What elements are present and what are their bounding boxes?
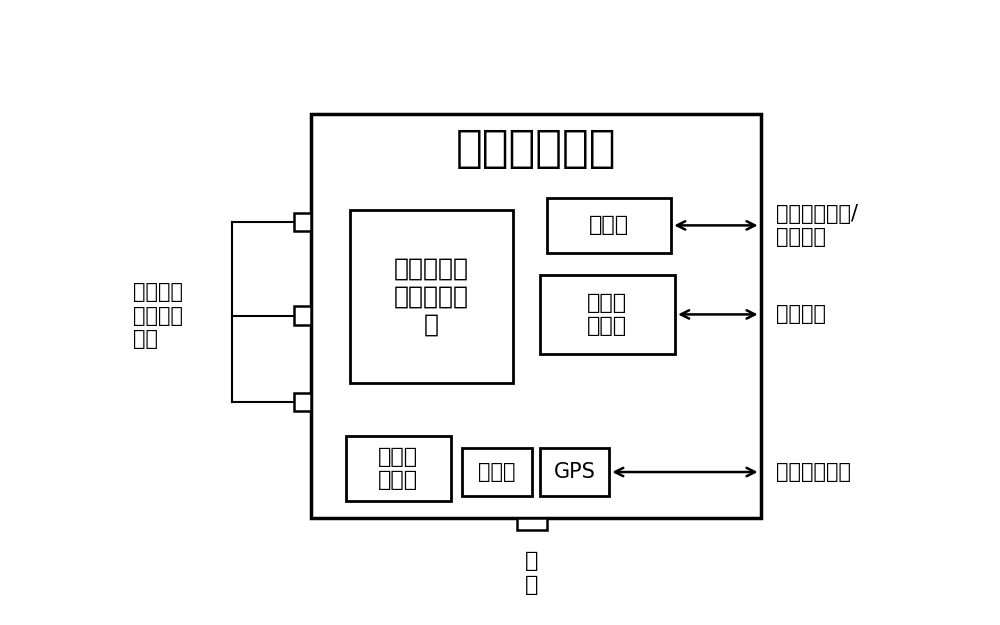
Bar xyxy=(311,114,761,518)
Text: 接超声波
或行波传
感器: 接超声波 或行波传 感器 xyxy=(133,282,183,349)
Bar xyxy=(294,213,311,231)
Text: GPS: GPS xyxy=(554,462,595,482)
Text: 市
电: 市 电 xyxy=(525,551,539,594)
Text: 时钟同步信息: 时钟同步信息 xyxy=(776,462,851,482)
Text: 锂电池: 锂电池 xyxy=(478,462,516,482)
Bar xyxy=(346,436,450,501)
Text: 信号采集单元: 信号采集单元 xyxy=(456,127,616,169)
Bar xyxy=(517,518,547,530)
Bar xyxy=(540,275,675,354)
Text: 传感器数据
采集处理模
块: 传感器数据 采集处理模 块 xyxy=(394,257,469,336)
Text: 光模块: 光模块 xyxy=(589,216,629,236)
Bar xyxy=(350,210,512,383)
Text: 数据交换: 数据交换 xyxy=(776,304,826,324)
Bar xyxy=(294,306,311,325)
Text: 无线通
信模块: 无线通 信模块 xyxy=(587,293,628,336)
Text: 时钟同步信息/
数据交换: 时钟同步信息/ 数据交换 xyxy=(776,204,858,247)
Text: 隔离防
护模块: 隔离防 护模块 xyxy=(378,447,418,490)
Bar xyxy=(540,448,609,496)
Bar xyxy=(294,393,311,411)
Bar xyxy=(547,198,671,253)
Bar xyxy=(462,448,532,496)
